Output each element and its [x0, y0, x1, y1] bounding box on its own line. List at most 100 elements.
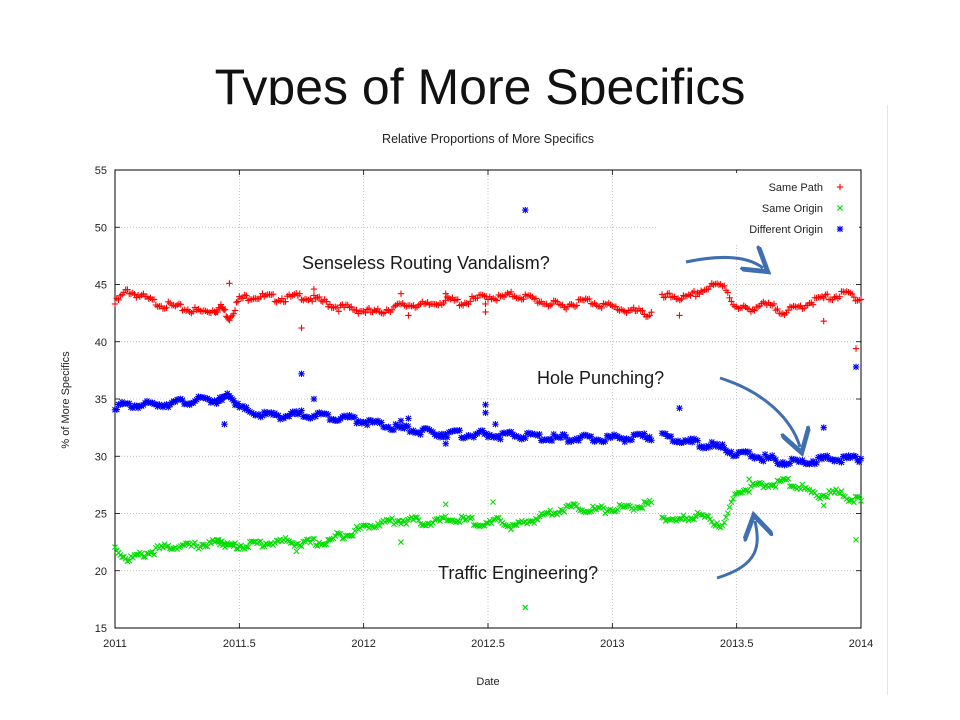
- different-origin-point: [364, 421, 371, 429]
- same-origin-point: [257, 538, 264, 545]
- different-origin-point: [857, 455, 865, 462]
- same-origin-point: [264, 541, 271, 548]
- same-origin-point: [730, 495, 737, 502]
- same-origin-point: [772, 484, 779, 491]
- same-origin-point: [255, 538, 262, 545]
- same-origin-point: [460, 514, 467, 521]
- annotation-traffic-engineering: Traffic Engineering?: [438, 563, 599, 583]
- same-origin-point: [351, 528, 358, 534]
- chart-title: Relative Proportions of More Specifics: [382, 132, 594, 146]
- x-tick-label: 2013: [600, 638, 624, 650]
- same-origin-point: [321, 541, 328, 548]
- same-origin-point: [648, 499, 655, 506]
- same-path-point: [214, 308, 221, 316]
- same-origin-point: [520, 519, 527, 526]
- same-origin-point: [213, 537, 220, 544]
- same-origin-point: [490, 516, 497, 523]
- same-path-point: [696, 290, 703, 298]
- same-origin-point: [527, 518, 534, 525]
- same-path-point: [573, 302, 581, 309]
- outlier-point: [522, 206, 529, 214]
- same-origin-point: [250, 538, 257, 545]
- same-path-point: [124, 286, 131, 293]
- scatter-chart: Relative Proportions of More Specifics 1…: [60, 132, 873, 688]
- same-origin-point: [469, 514, 475, 521]
- same-origin-point: [570, 501, 577, 507]
- same-origin-point: [168, 546, 175, 553]
- same-origin-point: [314, 542, 321, 549]
- same-origin-point: [232, 540, 239, 547]
- same-origin-point: [199, 541, 205, 548]
- same-path-point: [111, 300, 119, 308]
- same-origin-point: [543, 509, 550, 516]
- outlier-point: [398, 539, 404, 546]
- outlier-point: [298, 370, 305, 378]
- same-origin-point: [540, 511, 547, 518]
- different-origin-point: [838, 459, 845, 466]
- same-path-point: [221, 306, 229, 313]
- same-origin-point: [403, 520, 410, 527]
- same-path-point: [233, 299, 240, 306]
- same-origin-point: [414, 514, 420, 521]
- data-points: [111, 206, 865, 611]
- same-origin-point: [151, 551, 158, 558]
- same-path-point: [836, 293, 843, 300]
- same-origin-point: [214, 536, 221, 543]
- same-origin-point: [545, 509, 552, 516]
- same-origin-point: [179, 542, 186, 549]
- same-path-point: [310, 292, 318, 299]
- same-path-point: [326, 301, 334, 308]
- same-origin-point: [389, 515, 396, 522]
- same-origin-point: [785, 475, 792, 482]
- outlier-point: [310, 395, 318, 403]
- outlier-point: [746, 476, 753, 483]
- same-path-point: [150, 296, 158, 303]
- legend-marker: [836, 225, 844, 233]
- same-origin-point: [298, 543, 305, 550]
- same-origin-point: [310, 535, 317, 542]
- same-origin-point: [323, 541, 330, 548]
- same-path-point: [848, 290, 856, 298]
- same-origin-point: [495, 514, 502, 521]
- same-origin-point: [534, 516, 541, 523]
- different-origin-point: [497, 436, 504, 443]
- same-origin-point: [124, 558, 131, 565]
- same-origin-point: [410, 517, 417, 523]
- outlier-point: [405, 415, 412, 422]
- same-origin-point: [838, 488, 845, 494]
- same-path-point: [493, 297, 501, 304]
- same-path-point: [227, 313, 235, 321]
- different-origin-point: [113, 406, 120, 413]
- same-path-point: [442, 297, 449, 304]
- different-origin-point: [404, 423, 412, 430]
- same-origin-point: [332, 533, 339, 539]
- same-origin-point: [337, 530, 344, 537]
- same-origin-point: [568, 503, 575, 510]
- same-path-point: [333, 304, 341, 311]
- outlier-point: [310, 285, 318, 293]
- same-origin-point: [641, 499, 648, 505]
- different-origin-point: [602, 437, 609, 445]
- y-tick-label: 50: [95, 222, 107, 234]
- y-tick-label: 30: [95, 451, 107, 463]
- same-origin-point: [243, 543, 250, 550]
- outlier-point: [298, 324, 305, 332]
- same-origin-point: [756, 479, 763, 486]
- same-origin-point: [637, 504, 644, 511]
- same-path-point: [598, 304, 605, 312]
- outlier-point: [442, 501, 449, 508]
- same-path-point: [308, 298, 316, 305]
- same-origin-point: [481, 522, 488, 529]
- outlier-point: [820, 424, 827, 431]
- same-origin-point: [508, 526, 515, 533]
- same-path-point: [809, 301, 817, 308]
- same-path-point: [630, 304, 637, 311]
- y-tick-label: 35: [95, 394, 107, 406]
- legend-marker: [837, 205, 843, 211]
- different-origin-point: [813, 459, 820, 466]
- legend-label: Same Origin: [762, 203, 823, 215]
- same-origin-point: [620, 504, 626, 510]
- same-path-point: [239, 295, 247, 302]
- same-origin-point: [692, 513, 699, 520]
- legend: Same Path Same Origin Different Origin: [657, 173, 859, 243]
